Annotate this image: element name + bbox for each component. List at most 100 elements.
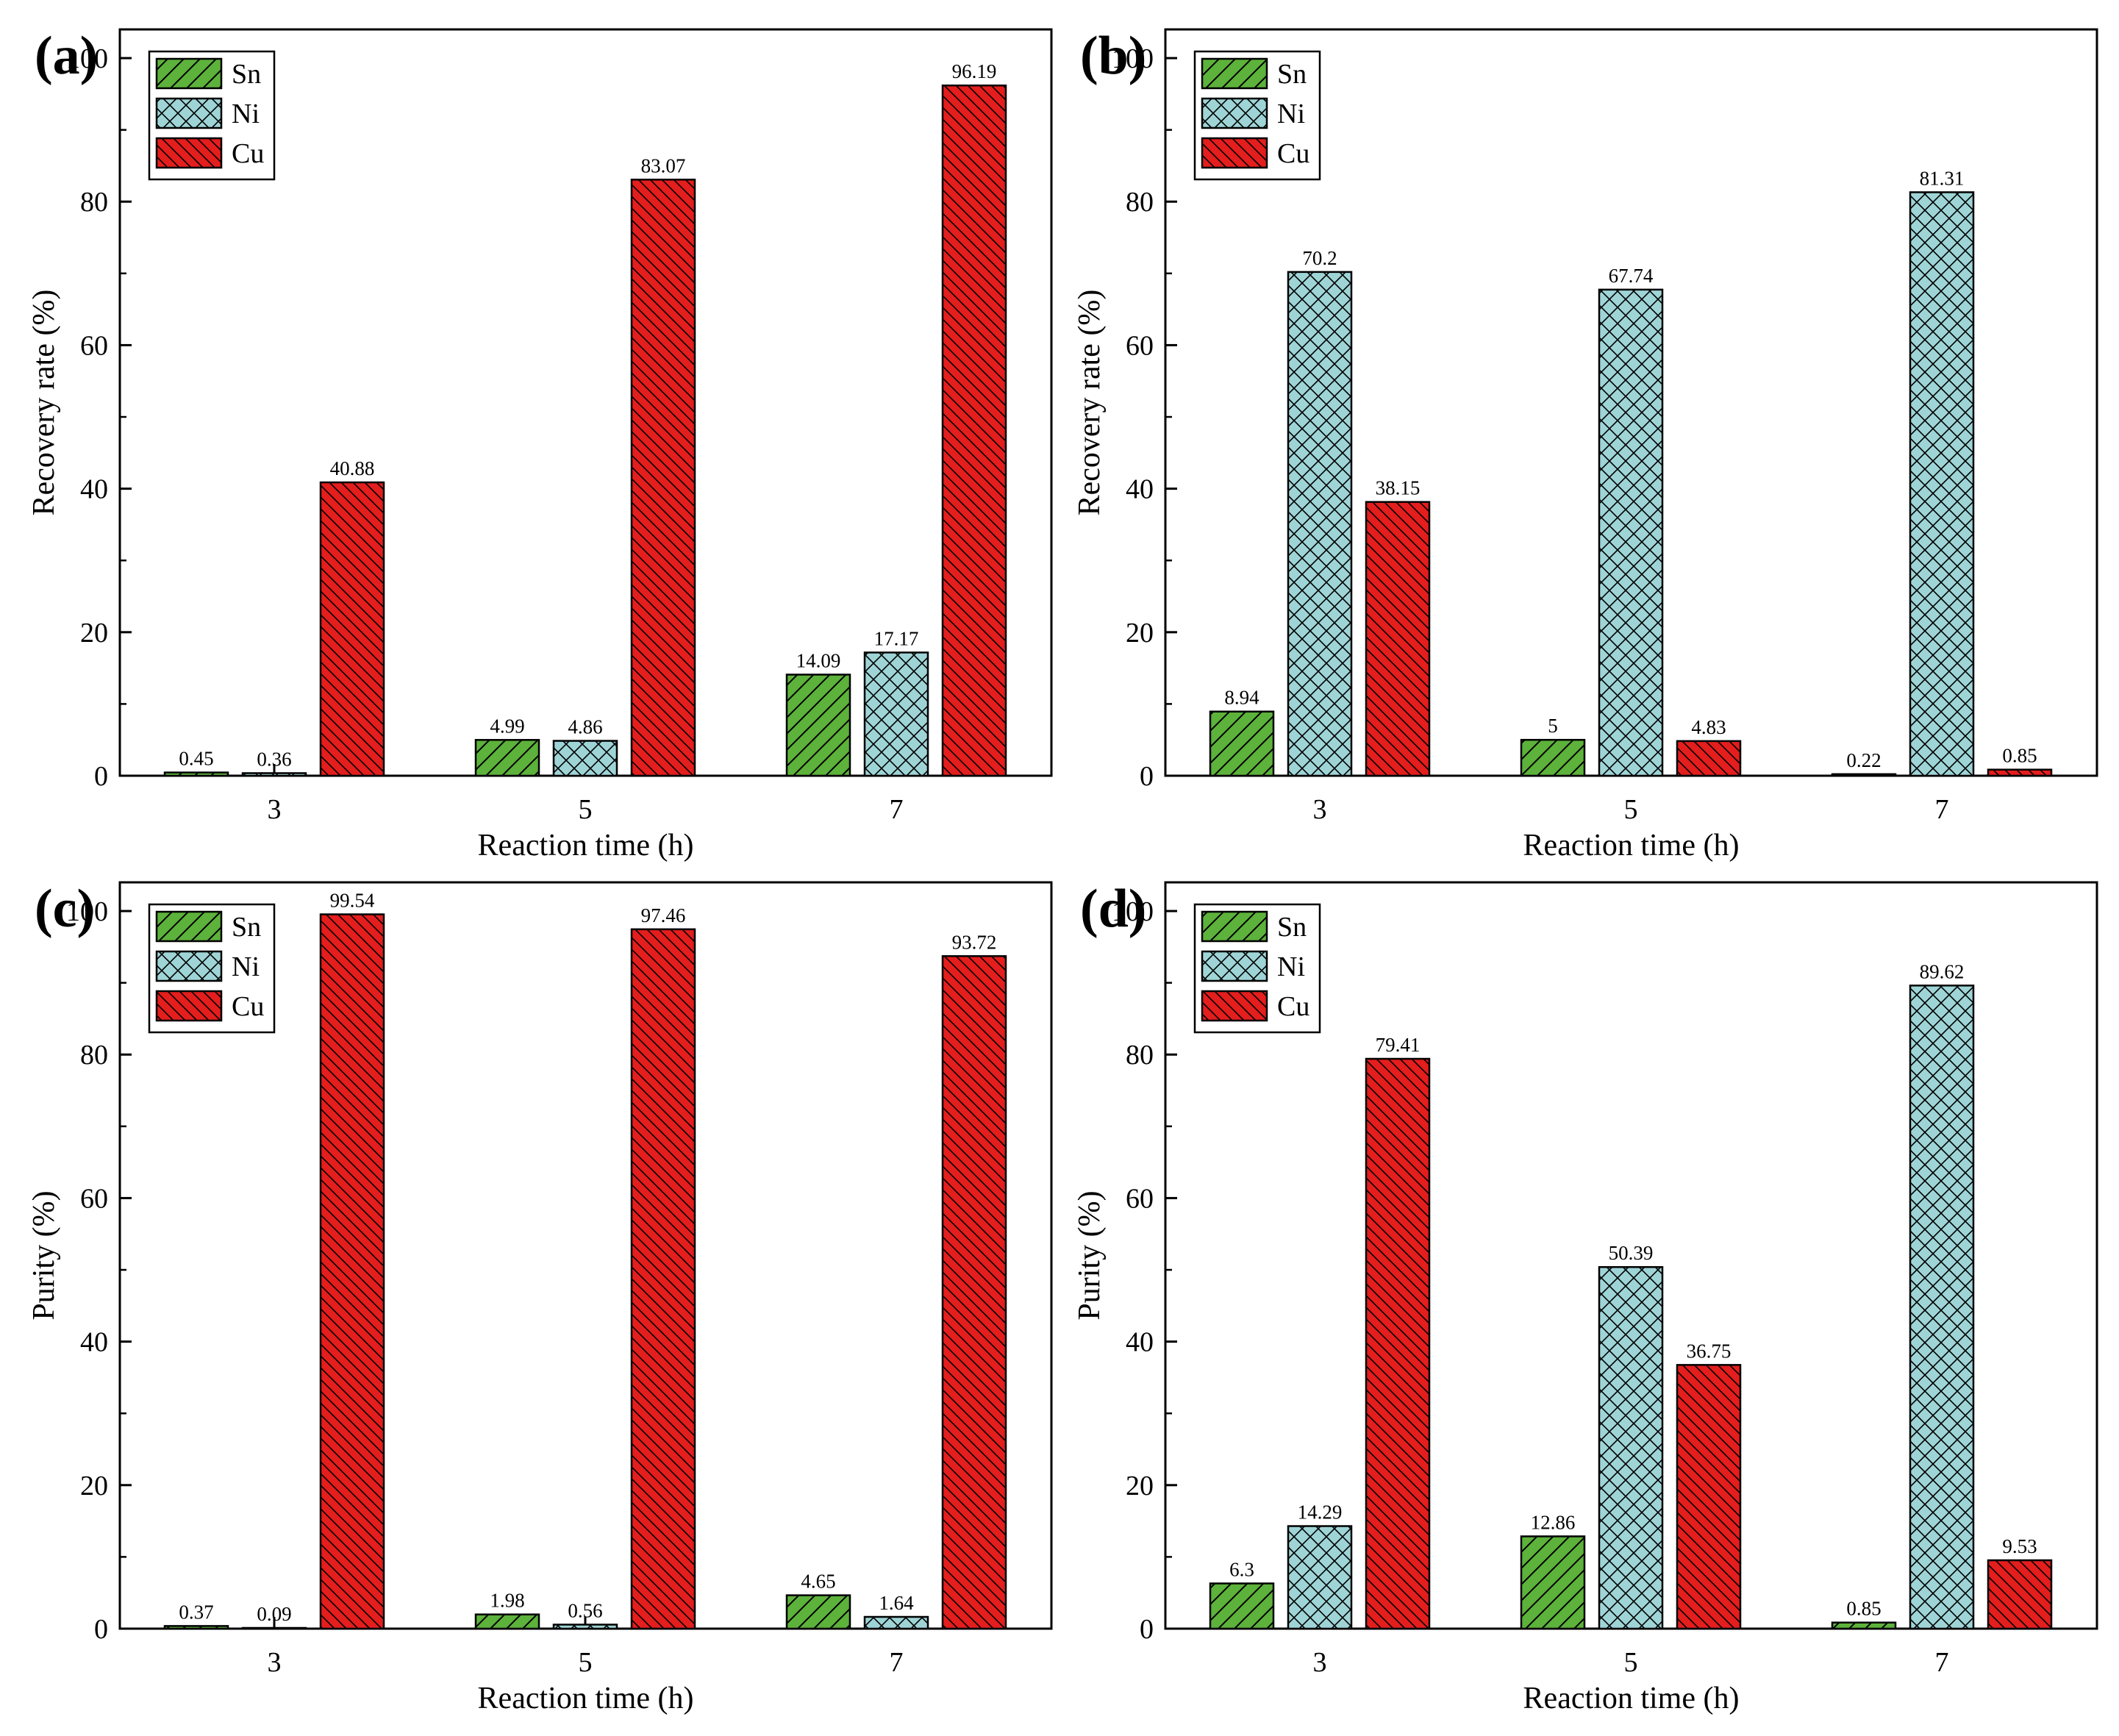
- bar-ni-7: [863, 1615, 929, 1630]
- bar-sn-5: [1520, 738, 1586, 777]
- bar-sn-3: [163, 1625, 229, 1630]
- y-tick-label: 20: [1126, 1471, 1154, 1501]
- data-label-ni: 89.62: [1920, 960, 1965, 982]
- legend-swatch-ni: [155, 950, 223, 982]
- y-tick-label: 20: [80, 618, 108, 649]
- y-tick-label: 100: [1112, 43, 1154, 74]
- bar-sn-7: [1831, 773, 1897, 777]
- y-tick-label: 80: [1126, 187, 1154, 218]
- legend-swatch-sn: [1201, 910, 1268, 943]
- y-tick-label: 0: [1140, 1614, 1154, 1645]
- x-axis-title: Reaction time (h): [478, 829, 694, 862]
- bar-ni-7: [1909, 985, 1975, 1630]
- data-label-ni: 1.64: [879, 1592, 914, 1614]
- data-label-ni: 50.39: [1609, 1242, 1654, 1264]
- bar-cu-7: [1987, 768, 2053, 777]
- data-label-sn: 0.85: [1846, 1598, 1881, 1620]
- bar-sn-5: [474, 1613, 540, 1630]
- y-tick-label: 60: [1126, 1183, 1154, 1214]
- data-label-cu: 4.83: [1691, 716, 1726, 738]
- x-tick-label: 5: [1624, 1647, 1638, 1678]
- bar-ni-5: [552, 1624, 618, 1630]
- bar-sn-5: [1520, 1535, 1586, 1630]
- bar-sn-5: [474, 739, 540, 777]
- data-label-cu: 97.46: [641, 904, 686, 926]
- data-label-sn: 8.94: [1224, 687, 1259, 709]
- data-label-ni: 4.86: [568, 716, 602, 738]
- x-tick-label: 3: [1313, 1647, 1327, 1678]
- legend-swatch-sn: [155, 57, 223, 90]
- legend-label-sn: Sn: [1277, 59, 1307, 90]
- legend-swatch-cu: [1201, 990, 1268, 1022]
- legend-swatch-ni: [155, 97, 223, 129]
- x-tick-label: 7: [1935, 794, 1949, 825]
- data-label-cu: 40.88: [330, 457, 375, 479]
- bar-cu-5: [1676, 740, 1742, 777]
- data-label-cu: 99.54: [330, 890, 375, 912]
- y-tick-label: 40: [1126, 474, 1154, 505]
- legend-label-ni: Ni: [232, 99, 260, 129]
- x-tick-label: 3: [268, 794, 282, 825]
- legend-swatch-cu: [155, 990, 223, 1022]
- y-axis-title: Recovery rate (%): [27, 290, 61, 516]
- x-tick-label: 7: [890, 1647, 904, 1678]
- x-tick-label: 5: [1624, 794, 1638, 825]
- y-tick-label: 60: [80, 1183, 108, 1214]
- data-label-sn: 0.45: [179, 748, 213, 770]
- data-label-cu: 0.85: [2002, 745, 2037, 767]
- data-label-ni: 0.36: [257, 748, 291, 770]
- bar-cu-5: [630, 179, 696, 777]
- bar-cu-3: [319, 913, 385, 1630]
- bar-sn-3: [163, 771, 229, 777]
- y-axis-title: Purity (%): [27, 1190, 61, 1320]
- bar-ni-7: [863, 651, 929, 777]
- x-axis-title: Reaction time (h): [478, 1682, 694, 1715]
- x-tick-label: 7: [1935, 1647, 1949, 1678]
- data-label-sn: 0.37: [179, 1601, 213, 1623]
- legend-label-ni: Ni: [1277, 951, 1305, 982]
- x-axis-title: Reaction time (h): [1523, 829, 1740, 862]
- legend-label-cu: Cu: [232, 991, 264, 1022]
- bar-sn-3: [1209, 1582, 1275, 1630]
- bar-ni-3: [1287, 1525, 1353, 1630]
- bar-cu-5: [630, 928, 696, 1630]
- bar-sn-7: [785, 1594, 851, 1630]
- legend-label-cu: Cu: [1277, 991, 1309, 1022]
- data-label-ni: 17.17: [874, 627, 919, 649]
- legend-swatch-sn: [1201, 57, 1268, 90]
- y-tick-label: 40: [80, 1327, 108, 1358]
- bar-ni-5: [552, 740, 618, 777]
- legend-label-sn: Sn: [232, 912, 261, 943]
- data-label-cu: 96.19: [952, 60, 997, 82]
- data-label-sn: 5: [1548, 715, 1558, 737]
- bar-ni-3: [241, 772, 307, 777]
- bar-cu-3: [1365, 501, 1431, 777]
- data-label-cu: 79.41: [1376, 1034, 1421, 1056]
- legend-swatch-sn: [155, 910, 223, 943]
- panel-label: (d): [1080, 879, 1146, 939]
- bar-ni-3: [241, 1626, 307, 1630]
- y-axis-title: Recovery rate (%): [1073, 290, 1107, 516]
- y-tick-label: 0: [94, 761, 108, 792]
- y-tick-label: 40: [80, 474, 108, 505]
- panel-label: (c): [35, 879, 95, 939]
- y-tick-label: 0: [94, 1614, 108, 1645]
- y-tick-label: 100: [66, 896, 108, 927]
- y-tick-label: 80: [1126, 1040, 1154, 1071]
- bar-cu-7: [1987, 1559, 2053, 1630]
- bar-cu-5: [1676, 1364, 1742, 1630]
- x-tick-label: 3: [1313, 794, 1327, 825]
- bar-sn-3: [1209, 710, 1275, 777]
- legend-label-cu: Cu: [232, 138, 264, 169]
- x-tick-label: 5: [579, 1647, 593, 1678]
- data-label-sn: 0.22: [1846, 749, 1881, 771]
- y-tick-label: 100: [1112, 896, 1154, 927]
- legend-swatch-ni: [1201, 950, 1268, 982]
- bar-cu-3: [319, 481, 385, 777]
- legend-swatch-cu: [155, 137, 223, 169]
- data-label-cu: 38.15: [1376, 477, 1421, 499]
- data-label-sn: 14.09: [796, 649, 841, 671]
- data-label-cu: 9.53: [2002, 1535, 2037, 1557]
- legend-label-ni: Ni: [232, 951, 260, 982]
